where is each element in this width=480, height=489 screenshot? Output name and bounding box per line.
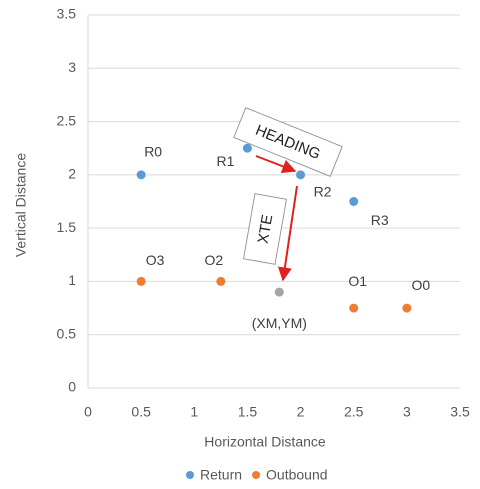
point [242, 143, 252, 153]
point [216, 276, 226, 286]
y-tick-label: 3 [68, 59, 76, 75]
x-tick-label: 2 [297, 404, 305, 420]
reference-label: (XM,YM) [252, 315, 307, 331]
point-label: O0 [412, 277, 431, 293]
point-label: R0 [144, 144, 162, 160]
y-tick-label: 1 [68, 272, 76, 288]
legend: Return Outbound [186, 467, 328, 483]
x-tick-label: 1.5 [238, 404, 258, 420]
y-tick-label: 2.5 [57, 112, 77, 128]
heading-annotation: HEADING [233, 107, 343, 177]
plot-area: 0 0.5 1 1.5 2 2.5 3 3.5 0 0.5 1 1.5 2 2.5 3 3.5 R0 R1 R2 R3… [57, 6, 470, 420]
legend-label: Outbound [266, 467, 328, 483]
reference-point [274, 287, 284, 297]
annotation-text: XTE [255, 213, 277, 245]
annotation-box [233, 107, 343, 177]
point-label: O3 [146, 252, 165, 268]
legend-marker [186, 471, 194, 479]
annotation-box [242, 193, 288, 265]
y-tick-label: 0.5 [57, 325, 77, 341]
y-axis-title: Vertical Distance [13, 153, 29, 257]
y-tick-label: 3.5 [57, 6, 77, 22]
x-tick-label: 1 [190, 404, 198, 420]
x-axis-title: Horizontal Distance [204, 434, 326, 450]
x-tick-label: 3.5 [450, 404, 470, 420]
heading-arrow [255, 155, 297, 174]
point-label: R3 [371, 212, 389, 228]
point-label: O1 [348, 273, 367, 289]
y-tick-label: 2 [68, 166, 76, 182]
point [402, 303, 412, 313]
point [136, 276, 146, 286]
x-tick-label: 0.5 [131, 404, 151, 420]
point-label: R2 [314, 184, 332, 200]
x-tick-label: 2.5 [344, 404, 364, 420]
point [349, 197, 359, 206]
point [296, 170, 306, 180]
xte-arrow [277, 185, 298, 282]
x-tick-label: 3 [403, 404, 411, 420]
legend-label: Return [200, 467, 242, 483]
y-tick-label: 1.5 [57, 219, 77, 235]
x-tick-label: 0 [84, 404, 92, 420]
y-tick-label: 0 [68, 379, 76, 395]
point-label: O2 [205, 252, 224, 268]
xte-annotation: XTE [242, 193, 288, 265]
point-label: R1 [216, 153, 234, 169]
legend-marker [252, 471, 261, 479]
point [349, 303, 359, 313]
point [136, 170, 146, 180]
